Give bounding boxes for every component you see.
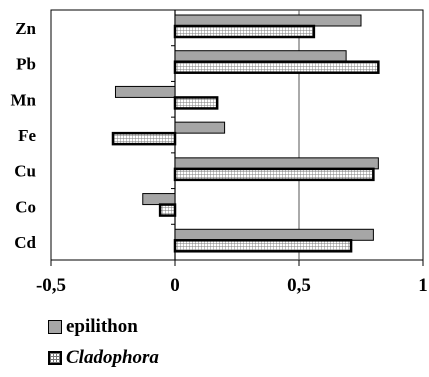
bar-cladophora-cu <box>173 167 375 182</box>
category-label: Fe <box>18 126 36 145</box>
legend-item-epilithon: epilithon <box>48 316 138 338</box>
bar-epilithon-mn <box>114 85 176 98</box>
x-tick-label: 0 <box>170 275 180 296</box>
category-label: Cu <box>14 162 36 181</box>
bar-epilithon-co <box>142 193 176 206</box>
category-label: Cd <box>14 233 36 252</box>
bar-epilithon-zn <box>174 14 362 27</box>
bar-epilithon-fe <box>174 121 226 134</box>
bar-epilithon-pb <box>174 50 347 63</box>
category-label: Co <box>15 197 36 216</box>
category-label: Zn <box>15 19 36 38</box>
bar-cladophora-pb <box>173 60 380 74</box>
x-tick-label: 1 <box>418 275 428 296</box>
x-tick-label: 0,5 <box>287 275 311 296</box>
bar-cladophora-co <box>158 203 177 217</box>
category-label: Pb <box>16 55 36 74</box>
plot-frame <box>50 9 424 261</box>
legend-item-cladophora: Cladophora <box>48 347 159 369</box>
legend-swatch-epilithon <box>48 320 62 334</box>
category-label: Mn <box>11 90 37 109</box>
legend-label-epilithon: epilithon <box>66 316 138 337</box>
legend-swatch-cladophora <box>48 351 62 365</box>
bar-epilithon-cd <box>174 228 374 241</box>
bar-cladophora-zn <box>173 24 316 39</box>
bar-epilithon-cu <box>174 157 379 170</box>
legend-label-cladophora: Cladophora <box>66 347 159 368</box>
bar-cladophora-fe <box>111 131 177 146</box>
bar-cladophora-mn <box>173 96 219 110</box>
x-tick-label: -0,5 <box>36 275 66 296</box>
bar-cladophora-cd <box>173 239 353 253</box>
